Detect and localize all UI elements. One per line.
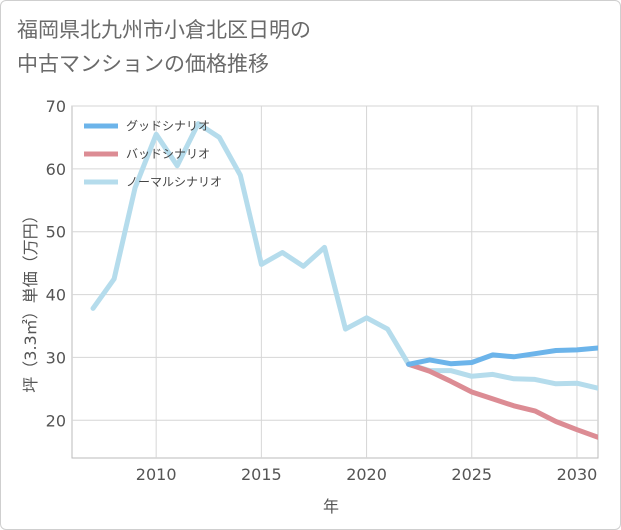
series-layer xyxy=(90,121,598,440)
normal-scenario-line xyxy=(90,121,598,391)
x-tick-label: 2020 xyxy=(346,465,387,484)
y-tick-label: 70 xyxy=(46,97,66,116)
chart-title: 福岡県北九州市小倉北区日明の 中古マンションの価格推移 xyxy=(17,13,597,81)
bad-scenario-line xyxy=(406,361,598,440)
x-tick-label: 2015 xyxy=(241,465,282,484)
x-tick-label: 2025 xyxy=(451,465,492,484)
y-tick-label: 50 xyxy=(46,223,66,242)
legend-good-label: グッドシナリオ xyxy=(126,119,210,133)
y-tick-label: 60 xyxy=(46,160,66,179)
chart-title-line-2: 中古マンションの価格推移 xyxy=(17,52,269,76)
chart-title-line-1: 福岡県北九州市小倉北区日明の xyxy=(17,18,311,42)
x-tick-label: 2030 xyxy=(557,465,598,484)
y-tick-label: 20 xyxy=(46,411,66,430)
x-axis-label: 年 xyxy=(323,497,339,516)
y-tick-label: 30 xyxy=(46,348,66,367)
good-scenario-line xyxy=(406,345,598,367)
y-tick-label: 40 xyxy=(46,286,66,305)
legend-normal-label: ノーマルシナリオ xyxy=(126,175,222,189)
x-tick-label: 2010 xyxy=(136,465,177,484)
y-axis-label: 坪（3.3㎡）単価（万円） xyxy=(21,207,40,392)
legend-bad-label: バッドシナリオ xyxy=(126,147,210,161)
